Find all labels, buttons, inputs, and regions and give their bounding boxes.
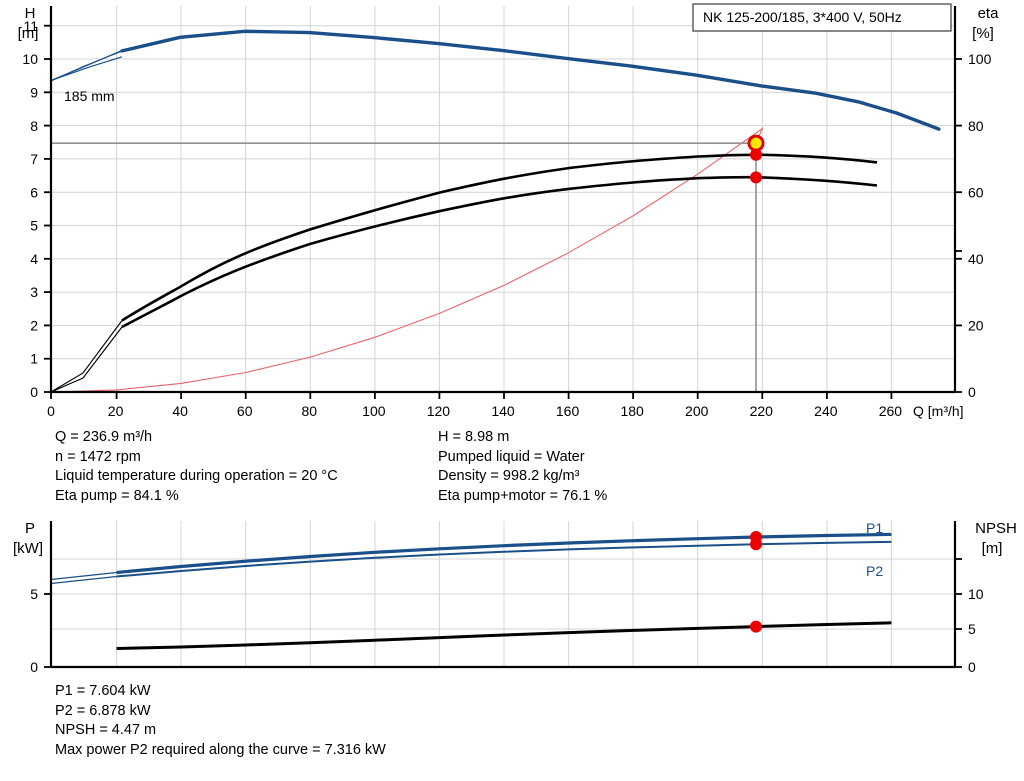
tick-label: 220 xyxy=(750,403,774,419)
tick-label: 100 xyxy=(968,51,992,67)
tick-label: 0 xyxy=(30,659,38,675)
head-curve xyxy=(120,29,941,131)
tick-label: 120 xyxy=(427,403,451,419)
npsh-axis-title-line2: [m] xyxy=(982,540,1003,557)
head-curve-thin-extension xyxy=(50,56,123,81)
tick-label: 3 xyxy=(30,284,38,300)
tick-label: 9 xyxy=(30,85,38,101)
duty-marker-eta-pump xyxy=(750,148,762,161)
tick-label: 8 xyxy=(30,118,38,134)
tick-label: 80 xyxy=(301,403,317,419)
power-grid-horizontal xyxy=(51,558,955,630)
tick-label: 0 xyxy=(47,403,55,419)
tick-label: 260 xyxy=(879,403,903,419)
chart-title-box: NK 125-200/185, 3*400 V, 50Hz xyxy=(692,3,952,32)
power-info-p1: P1 = 7.604 kW xyxy=(55,683,151,699)
system-resistance-curve xyxy=(50,126,764,393)
duty-info-q: Q = 236.9 m³/h xyxy=(55,429,153,445)
power-info-p2: P2 = 6.878 kW xyxy=(55,702,151,719)
tick-label: 5 xyxy=(968,621,976,637)
npsh-axis-title-line1: NPSH xyxy=(975,520,1017,537)
duty-info-liquid-temp: Liquid temperature during operation = 20… xyxy=(55,468,338,484)
tick-label: 20 xyxy=(968,317,984,333)
duty-info-left-column: Q = 236.9 m³/h n = 1472 rpm Liquid tempe… xyxy=(55,428,338,506)
tick-label: 240 xyxy=(814,403,838,419)
head-y-axis-ticks xyxy=(44,24,51,393)
duty-info-n: n = 1472 rpm xyxy=(55,448,141,465)
duty-info-eta-pump-motor: Eta pump+motor = 76.1 % xyxy=(438,487,608,504)
tick-label: 40 xyxy=(968,251,984,267)
tick-label: 11 xyxy=(23,18,38,34)
duty-marker-eta-pump-motor xyxy=(750,171,762,184)
tick-label: 180 xyxy=(620,403,644,419)
impeller-size-label: 185 mm xyxy=(64,88,115,104)
eta-axis-title-line2: [%] xyxy=(972,25,994,42)
tick-label: 7 xyxy=(30,151,38,167)
p2-curve-label: P2 xyxy=(866,563,883,579)
tick-label: 4 xyxy=(30,251,38,267)
head-x-tick-labels: 0 20 40 60 80 100 120 140 160 180 200 220 240 260 xyxy=(47,403,902,419)
power-info-npsh: NPSH = 4.47 m xyxy=(55,722,157,738)
tick-label: 200 xyxy=(685,403,709,419)
head-efficiency-chart: 0 1 2 3 4 5 6 7 8 9 10 11 0 20 40 60 80 100 0 20 40 60 80 100… xyxy=(18,3,1000,419)
tick-label: 20 xyxy=(108,403,124,419)
tick-label: 0 xyxy=(30,384,38,400)
eta-pump-curve-lead-in xyxy=(50,320,123,393)
head-y-tick-labels: 0 1 2 3 4 5 6 7 8 9 10 11 xyxy=(22,18,38,400)
power-info-max-power: Max power P2 required along the curve = … xyxy=(55,741,386,758)
p2-curve-lead-in xyxy=(50,575,117,585)
tick-label: 5 xyxy=(30,586,38,602)
duty-info-h: H = 8.98 m xyxy=(438,429,510,445)
duty-marker-p2 xyxy=(750,538,762,551)
duty-info-right-column: H = 8.98 m Pumped liquid = Water Density… xyxy=(438,428,607,506)
head-x-axis-title: Q [m³/h] xyxy=(913,403,964,419)
eta-axis-title-line1: eta xyxy=(978,5,1000,22)
tick-label: 60 xyxy=(237,403,253,419)
npsh-axis-ticks xyxy=(955,558,962,668)
tick-label: 1 xyxy=(30,351,38,367)
tick-label: 140 xyxy=(491,403,515,419)
power-y-axis-title-line1: P xyxy=(25,520,35,537)
power-info-block: P1 = 7.604 kW P2 = 6.878 kW NPSH = 4.47 … xyxy=(55,682,386,760)
chart-title-text: NK 125-200/185, 3*400 V, 50Hz xyxy=(703,9,902,25)
power-y-axis-ticks xyxy=(44,593,51,668)
duty-info-density: Density = 998.2 kg/m³ xyxy=(438,468,580,484)
power-y-tick-labels: 05 xyxy=(30,586,38,675)
tick-label: 6 xyxy=(30,184,38,200)
tick-label: 0 xyxy=(968,384,976,400)
duty-info-pumped-liquid: Pumped liquid = Water xyxy=(438,448,585,465)
tick-label: 10 xyxy=(968,586,984,602)
npsh-tick-labels: 0 5 10 xyxy=(968,586,984,675)
tick-label: 60 xyxy=(968,184,984,200)
tick-label: 100 xyxy=(362,403,386,419)
head-x-axis-ticks xyxy=(50,392,893,399)
p1-curve-label: P1 xyxy=(866,520,883,536)
duty-info-eta-pump: Eta pump = 84.1 % xyxy=(55,487,179,504)
head-eta-tick-labels: 0 20 40 60 80 100 xyxy=(968,51,992,400)
tick-label: 80 xyxy=(968,118,984,134)
duty-marker-npsh xyxy=(750,620,762,633)
head-curve-thin-start xyxy=(50,50,123,82)
power-y-axis-title-line2: [kW] xyxy=(13,540,43,557)
head-y-axis-title-line2: [m] xyxy=(18,25,39,42)
head-y-axis-title-line1: H xyxy=(25,5,36,22)
tick-label: 160 xyxy=(556,403,580,419)
tick-label: 0 xyxy=(968,659,976,675)
head-grid-horizontal xyxy=(51,25,955,360)
tick-label: 5 xyxy=(30,218,38,234)
tick-label: 40 xyxy=(172,403,188,419)
tick-label: 2 xyxy=(30,317,38,333)
eta-pump-motor-curve-lead-in xyxy=(50,326,123,393)
tick-label: 10 xyxy=(22,51,38,67)
head-y2-axis-ticks xyxy=(955,58,962,393)
duty-point-marker[interactable] xyxy=(747,134,765,152)
head-grid-vertical xyxy=(116,6,892,392)
p1-curve-lead-in xyxy=(50,571,117,581)
